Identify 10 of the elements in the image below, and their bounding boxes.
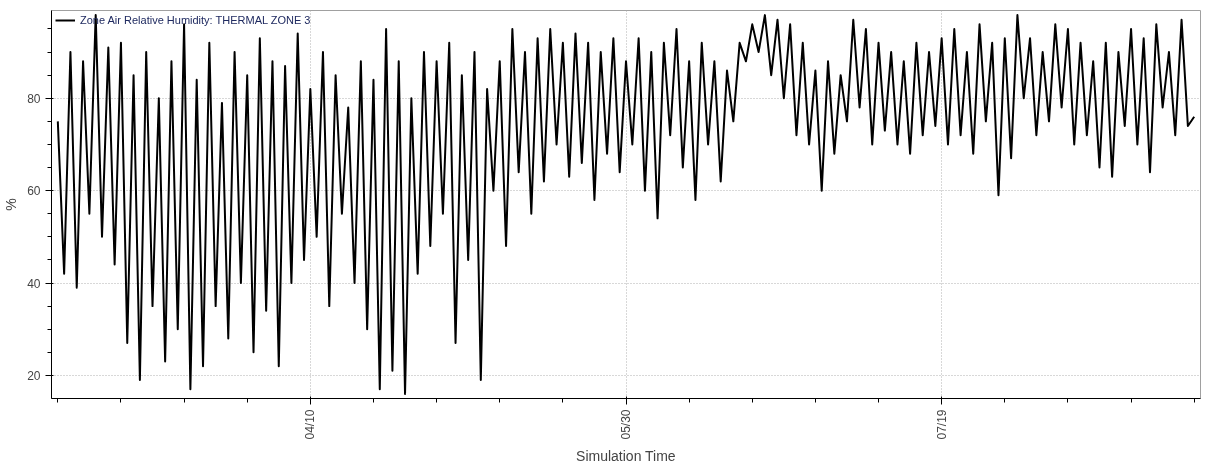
y-tick-label: 60 (27, 184, 41, 199)
x-tick-label: 05/30 (619, 409, 633, 440)
x-tick-label: 07/19 (934, 409, 949, 440)
y-tick-label: 20 (27, 368, 41, 383)
y-axis-title: % (3, 198, 20, 211)
x-tick-label: 04/10 (303, 409, 318, 440)
line-series (56, 14, 1196, 395)
y-tick-label: 80 (27, 91, 41, 106)
y-tick-label: 40 (27, 276, 41, 291)
x-axis-title: Simulation Time (576, 447, 676, 464)
